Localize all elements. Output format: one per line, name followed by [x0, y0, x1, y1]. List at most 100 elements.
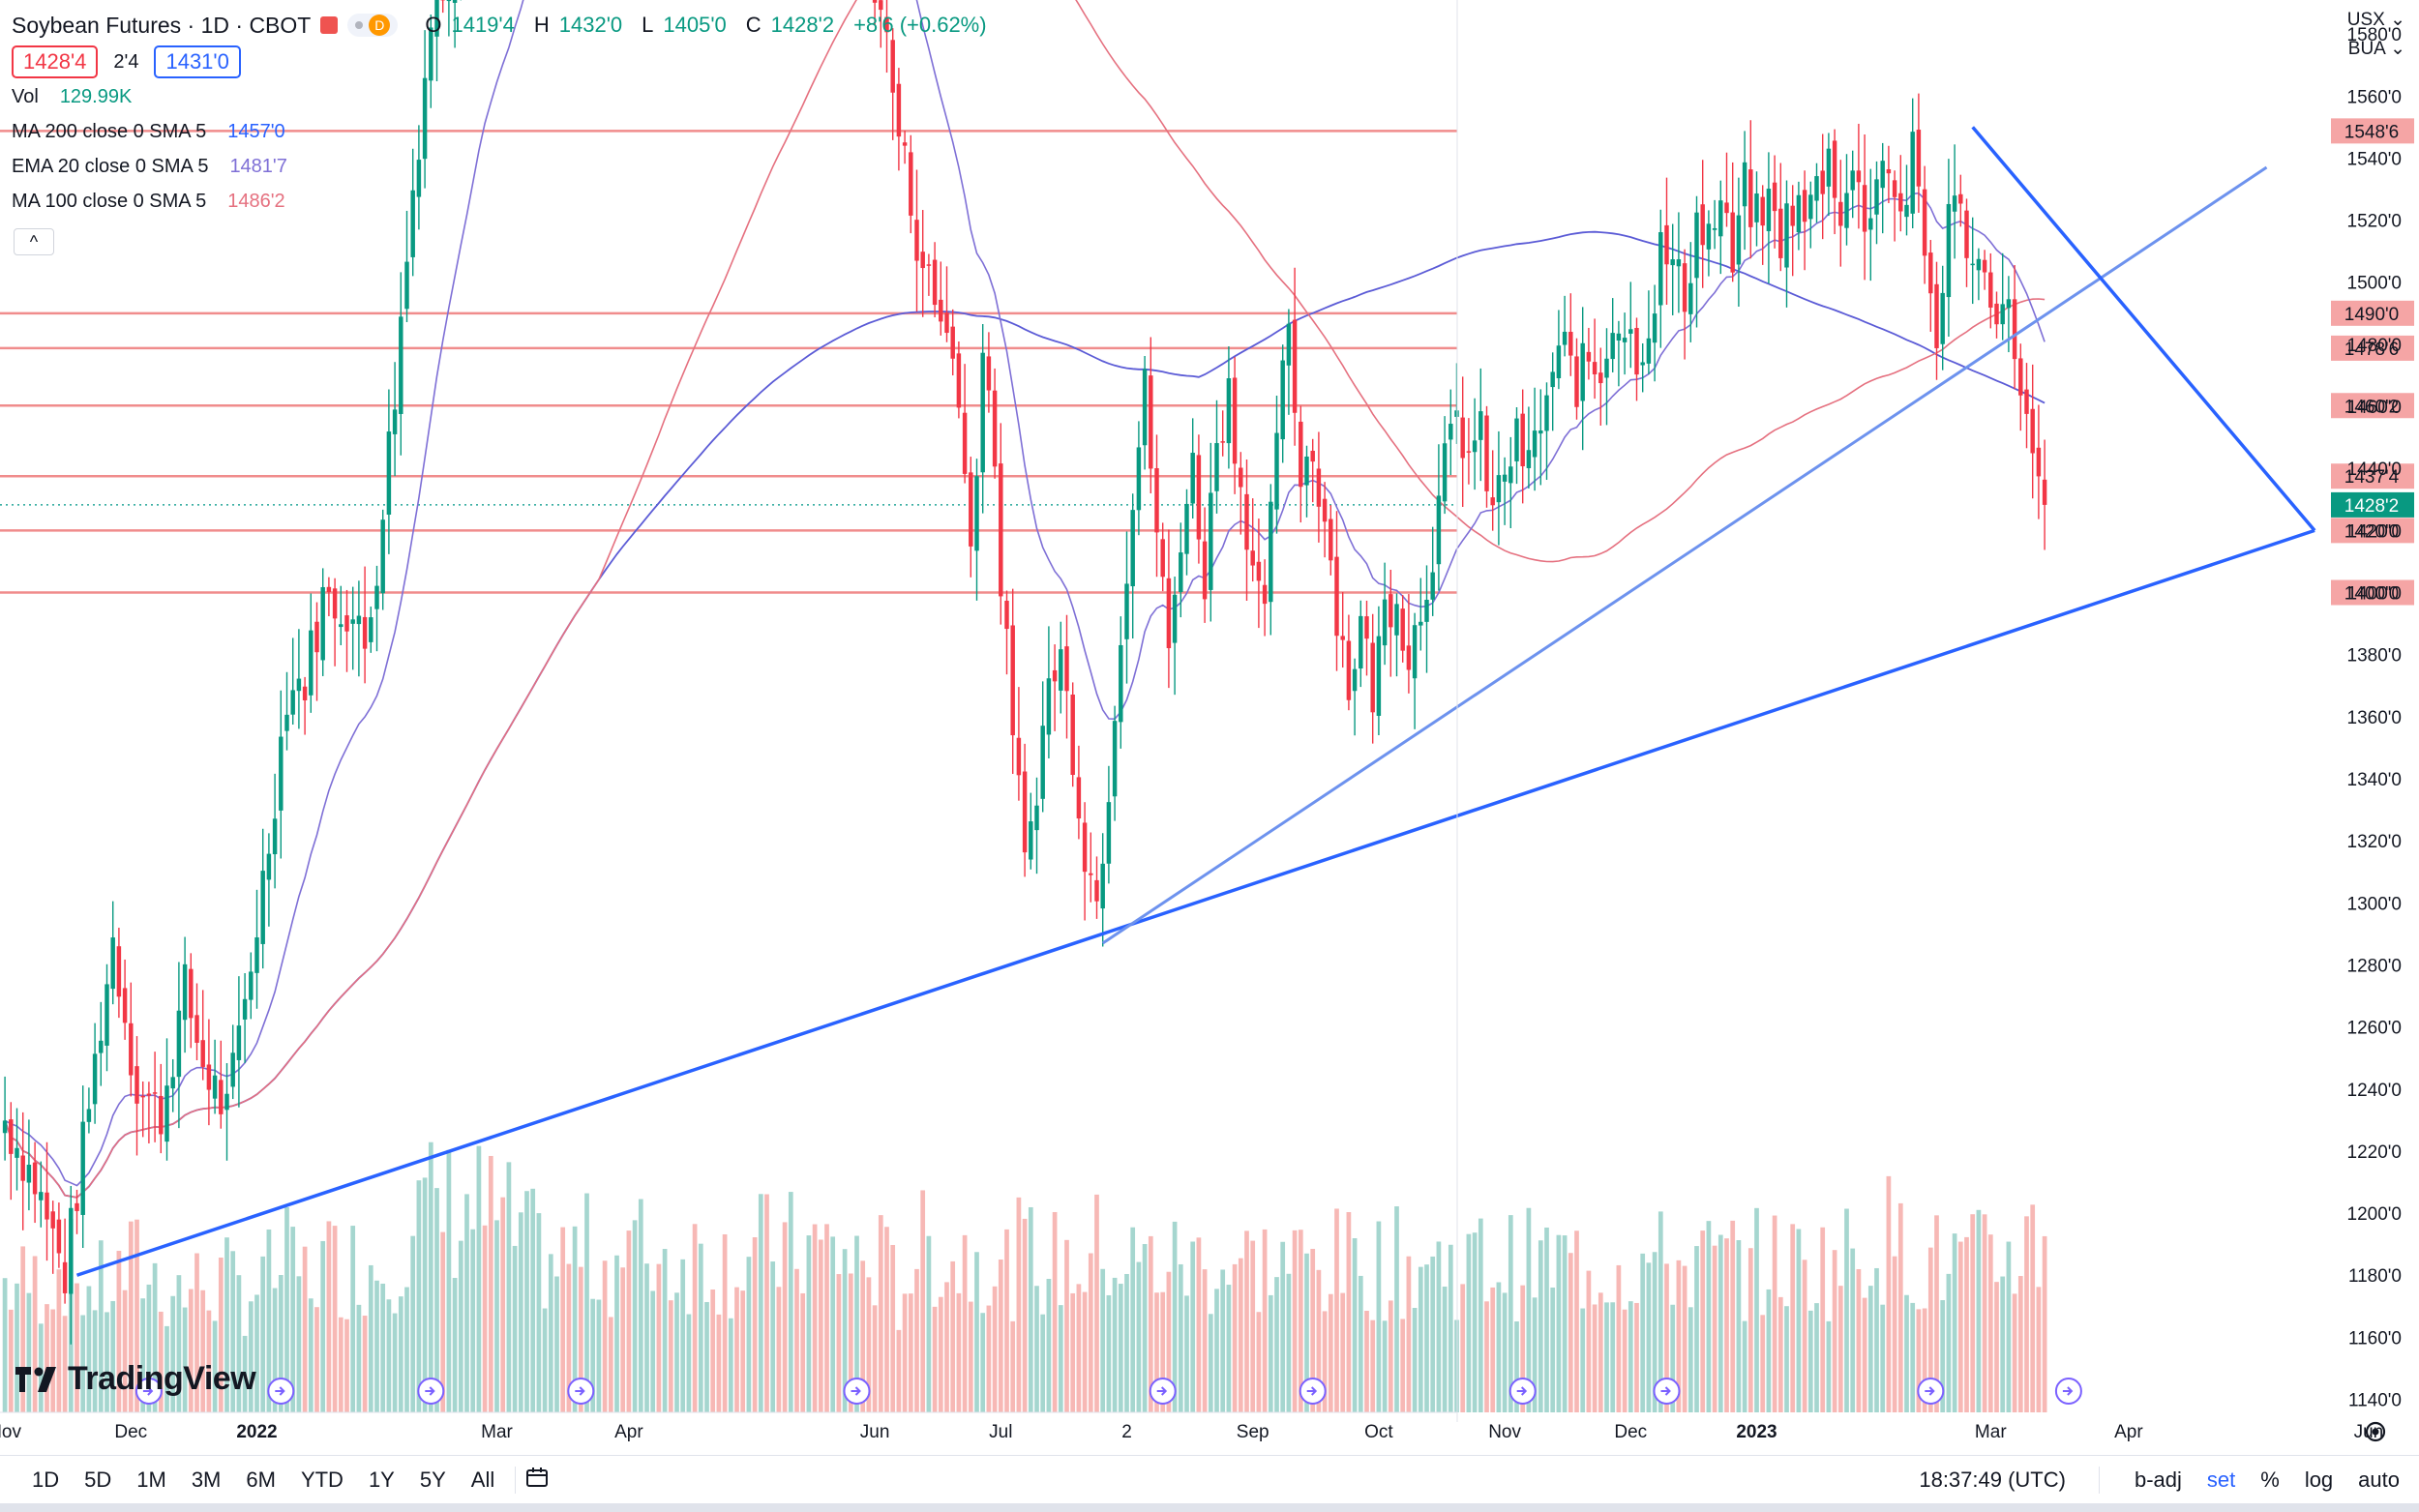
volume-bar [1796, 1229, 1802, 1412]
event-icon[interactable] [2054, 1378, 2082, 1405]
volume-bar [1436, 1241, 1442, 1412]
close-label: C [745, 13, 762, 37]
candle-body [992, 390, 998, 467]
candle-body [1346, 640, 1352, 700]
sell-button[interactable]: 1428'4 [12, 45, 99, 78]
candle-body [399, 316, 403, 414]
candle-body [1952, 195, 1957, 212]
volume-bar [1088, 1253, 1093, 1412]
volume-bar [2, 1278, 8, 1412]
volume-bar [1916, 1309, 1922, 1412]
event-icon[interactable] [134, 1378, 163, 1405]
volume-bar [872, 1305, 878, 1412]
range-button-1m[interactable]: 1M [136, 1468, 166, 1492]
range-button-1d[interactable]: 1D [32, 1468, 60, 1492]
auto-toggle[interactable]: auto [2358, 1468, 2400, 1492]
volume-bar [1340, 1292, 1346, 1412]
time-tick-label: 2022 [236, 1422, 277, 1442]
volume-bar [218, 1257, 224, 1412]
volume-bar [764, 1194, 769, 1412]
volume-bar [1874, 1267, 1879, 1412]
candle-body [1299, 421, 1303, 488]
volume-bar [1070, 1292, 1076, 1412]
ma200-label: MA 200 close 0 SMA 5 [12, 121, 207, 142]
event-icon[interactable] [1299, 1378, 1327, 1405]
volume-bar [374, 1280, 379, 1412]
candle-body [1850, 170, 1855, 191]
volume-bar [818, 1239, 823, 1412]
volume-bar [146, 1284, 152, 1412]
range-button-all[interactable]: All [470, 1468, 495, 1492]
candle-body [1598, 372, 1603, 384]
volume-bar [1580, 1308, 1586, 1412]
indicator-ema20[interactable]: EMA 20 close 0 SMA 5 1481'7 [12, 149, 997, 184]
candle-body [1622, 338, 1628, 342]
candle-body [1406, 645, 1412, 670]
collapse-legend-button[interactable]: ^ [14, 228, 54, 255]
volume-bar [416, 1180, 422, 1412]
range-button-6m[interactable]: 6M [246, 1468, 276, 1492]
volume-bar [212, 1320, 218, 1412]
session-pill[interactable]: D [347, 14, 399, 37]
ma200-value: 1457'0 [227, 121, 285, 142]
indicator-vol[interactable]: Vol 129.99K [12, 79, 997, 114]
candle-body [1754, 193, 1759, 222]
candle-body [1550, 371, 1555, 388]
volume-bar [1094, 1194, 1099, 1412]
event-icon[interactable] [417, 1378, 445, 1405]
event-icon[interactable] [843, 1378, 871, 1405]
date-range-icon[interactable] [525, 1467, 551, 1495]
volume-bar [884, 1227, 889, 1412]
candle-body [206, 1064, 212, 1090]
range-button-ytd[interactable]: YTD [300, 1468, 343, 1492]
volume-bar [1952, 1233, 1957, 1412]
range-button-3m[interactable]: 3M [191, 1468, 222, 1492]
trendline [1101, 165, 2268, 945]
event-icon[interactable] [267, 1378, 295, 1405]
candle-body [1994, 303, 1999, 325]
buy-button[interactable]: 1431'0 [154, 45, 241, 78]
range-button-1y[interactable]: 1Y [368, 1468, 395, 1492]
open-value: 1419'4 [451, 13, 515, 37]
level-label-bg [2331, 393, 2414, 419]
volume-bar [1514, 1321, 1519, 1412]
currency-selector[interactable]: USX ⌄ BUA ⌄ [2347, 6, 2405, 64]
indicator-ma200[interactable]: MA 200 close 0 SMA 5 1457'0 [12, 114, 997, 149]
price-axis: 1600'01580'01560'01540'01520'01500'01480… [0, 0, 2402, 1422]
settings-gear-icon[interactable] [2365, 1421, 2386, 1442]
volume-bar [326, 1221, 332, 1412]
volume-bar [1046, 1278, 1052, 1412]
range-button-5y[interactable]: 5Y [419, 1468, 446, 1492]
volume-bar [1352, 1238, 1358, 1412]
price-chart[interactable]: 1548'6 1490'0 1478'6 1460'2 1437'4 1420'0 1400… [0, 0, 2419, 1455]
candle-body [962, 412, 968, 474]
event-icon[interactable] [1653, 1378, 1681, 1405]
event-icon[interactable] [1917, 1378, 1945, 1405]
flag-icon[interactable] [320, 16, 339, 34]
badj-toggle[interactable]: b-adj [2134, 1468, 2182, 1492]
volume-bar [1442, 1286, 1448, 1412]
currency-basis[interactable]: BUA ⌄ [2347, 39, 2405, 59]
volume-bar [1310, 1248, 1316, 1412]
currency-unit[interactable]: USX ⌄ [2346, 10, 2405, 30]
event-icon[interactable] [1149, 1378, 1177, 1405]
volume-bar [1016, 1197, 1022, 1412]
event-icon[interactable] [1508, 1378, 1537, 1405]
volume-bar [776, 1287, 782, 1412]
volume-bar [1010, 1320, 1016, 1412]
symbol-title[interactable]: Soybean Futures · 1D · CBOT [12, 13, 312, 38]
range-button-5d[interactable]: 5D [84, 1468, 112, 1492]
time-tick-label: Sep [1237, 1422, 1269, 1442]
candle-body [1880, 161, 1885, 189]
percent-toggle[interactable]: % [2260, 1468, 2280, 1492]
volume-bar [1784, 1306, 1789, 1412]
candle-body [1862, 185, 1867, 232]
candle-body [2000, 304, 2005, 325]
candle-body [249, 971, 254, 1000]
settlement-toggle[interactable]: set [2206, 1468, 2236, 1492]
candle-body [1046, 678, 1052, 735]
log-toggle[interactable]: log [2304, 1468, 2334, 1492]
indicator-ma100[interactable]: MA 100 close 0 SMA 5 1486'2 [12, 184, 997, 219]
candle-body [279, 736, 284, 811]
event-icon[interactable] [567, 1378, 595, 1405]
